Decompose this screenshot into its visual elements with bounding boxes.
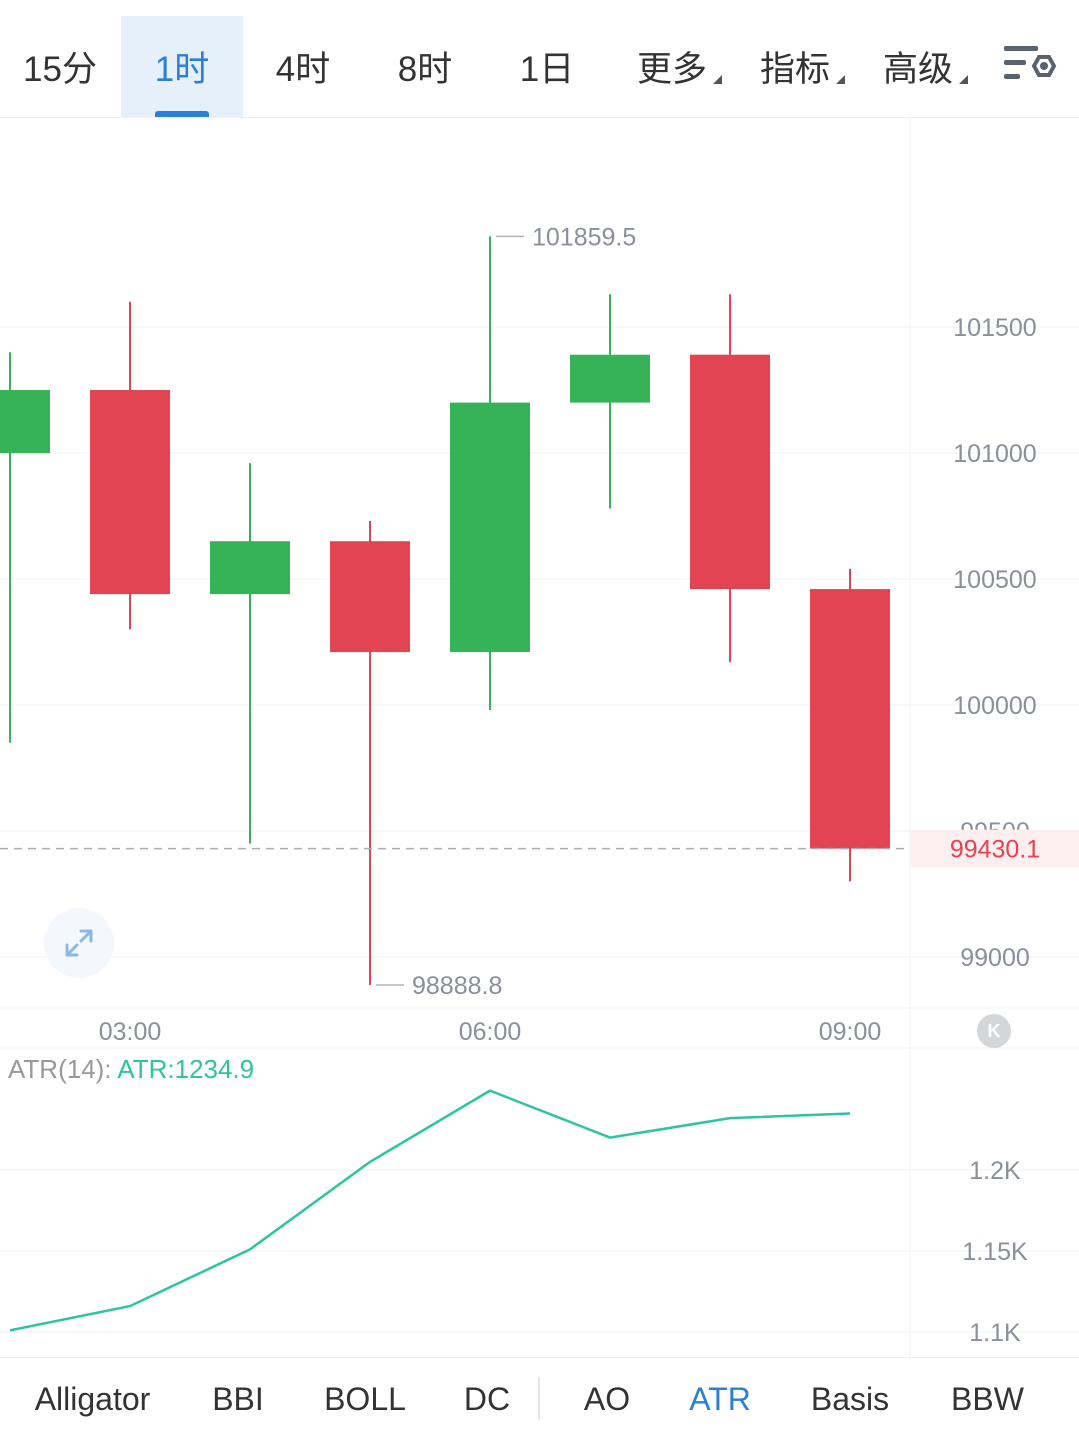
atr-value: ATR:1234.9 [117, 1054, 255, 1084]
dropdown-label: 高级 [883, 50, 954, 89]
time-tick-label: 09:00 [819, 1018, 882, 1046]
low-marker-label: 98888.8 [412, 972, 502, 1000]
time-tick-label: 06:00 [459, 1018, 522, 1046]
atr-tick-label: 1.1K [969, 1319, 1021, 1347]
tab-8h[interactable]: 8时 [365, 16, 485, 117]
last-price-tag [911, 829, 1079, 868]
dropdown-corner-icon [836, 75, 846, 84]
last-price-line: 99430.1 [0, 829, 1079, 868]
indicator-bar: Alligator BBI BOLL DC AO ATR Basis BBW [0, 1357, 1079, 1441]
indicator-label: BBI [212, 1381, 264, 1417]
time-tick-label: 03:00 [99, 1018, 162, 1046]
indicator-label: BOLL [324, 1381, 406, 1417]
candle-body-down [810, 589, 890, 849]
candle-body-up [0, 390, 50, 453]
dropdown-corner-icon [713, 75, 723, 84]
price-tick-label: 100500 [953, 566, 1036, 594]
indicators-dropdown[interactable]: 指标 [760, 16, 846, 117]
candle-body-down [90, 390, 170, 595]
indicator-separator [538, 1378, 540, 1420]
tab-1d[interactable]: 1日 [487, 16, 607, 117]
k-icon[interactable]: K [977, 1014, 1011, 1048]
high-marker-label: 101859.5 [532, 223, 636, 251]
tab-label: 8时 [397, 50, 453, 89]
atr-tick-label: 1.15K [962, 1238, 1028, 1266]
indicator-bbw[interactable]: BBW [940, 1358, 1035, 1441]
dropdown-label: 更多 [637, 50, 708, 89]
main-grid [0, 326, 1079, 958]
indicator-basis[interactable]: Basis [800, 1358, 900, 1441]
atr-title: ATR(14): [8, 1054, 112, 1084]
more-dropdown[interactable]: 更多 [637, 16, 723, 117]
indicator-label: Basis [810, 1381, 890, 1417]
indicator-alligator[interactable]: Alligator [20, 1358, 165, 1441]
price-tick-label: 100000 [953, 692, 1036, 720]
indicator-boll[interactable]: BOLL [315, 1358, 415, 1441]
indicator-dc[interactable]: DC [452, 1358, 522, 1441]
candles-group [0, 236, 890, 986]
indicator-atr[interactable]: ATR [680, 1358, 760, 1441]
indicator-label: AO [583, 1381, 631, 1417]
advanced-dropdown[interactable]: 高级 [883, 16, 969, 117]
candle-body-down [690, 354, 770, 590]
tab-4h[interactable]: 4时 [243, 16, 363, 117]
tab-label: 1时 [154, 50, 210, 89]
time-axis-labels: 03:00 06:00 09:00 [99, 1018, 882, 1046]
price-tick-label: 101000 [953, 440, 1036, 468]
expand-icon[interactable] [44, 908, 114, 978]
atr-tick-label: 1.2K [969, 1157, 1021, 1185]
candle-body-down [330, 541, 410, 653]
tab-label: 4时 [275, 50, 331, 89]
tab-label: 15分 [23, 50, 97, 89]
tab-label: 1日 [519, 50, 575, 89]
indicator-label: ATR [689, 1381, 751, 1417]
candle-body-up [210, 541, 290, 595]
tab-15m[interactable]: 15分 [0, 16, 120, 117]
atr-grid [0, 1169, 1079, 1333]
active-tab-indicator [155, 111, 209, 117]
candle-body-up [450, 402, 530, 653]
indicator-bbi[interactable]: BBI [198, 1358, 278, 1441]
extreme-markers: 101859.5 98888.8 [376, 223, 636, 1000]
price-tick-label: 99000 [960, 944, 1030, 972]
last-price-label: 99430.1 [950, 836, 1040, 864]
indicator-label: BBW [951, 1381, 1024, 1417]
atr-legend: ATR(14): ATR:1234.9 [8, 1054, 254, 1085]
tab-1h[interactable]: 1时 [121, 16, 243, 117]
timeframe-toolbar: 15分 1时 4时 8时 1日 更多 指标 高级 [0, 0, 1079, 118]
dropdown-corner-icon [959, 75, 969, 84]
chart-settings-icon[interactable] [1000, 38, 1058, 96]
indicator-label: Alligator [34, 1381, 151, 1417]
candle-body-up [570, 354, 650, 403]
atr-chart: 1.1K 1.15K 1.2K [9, 1089, 1028, 1347]
dropdown-label: 指标 [760, 50, 831, 89]
price-axis-labels: 9900099500100000100500101000101500 [953, 314, 1036, 972]
indicator-label: DC [463, 1381, 511, 1417]
indicator-ao[interactable]: AO [572, 1358, 642, 1441]
atr-line [9, 1089, 851, 1332]
price-tick-label: 101500 [953, 314, 1036, 342]
k-badge-label: K [987, 1020, 1001, 1041]
